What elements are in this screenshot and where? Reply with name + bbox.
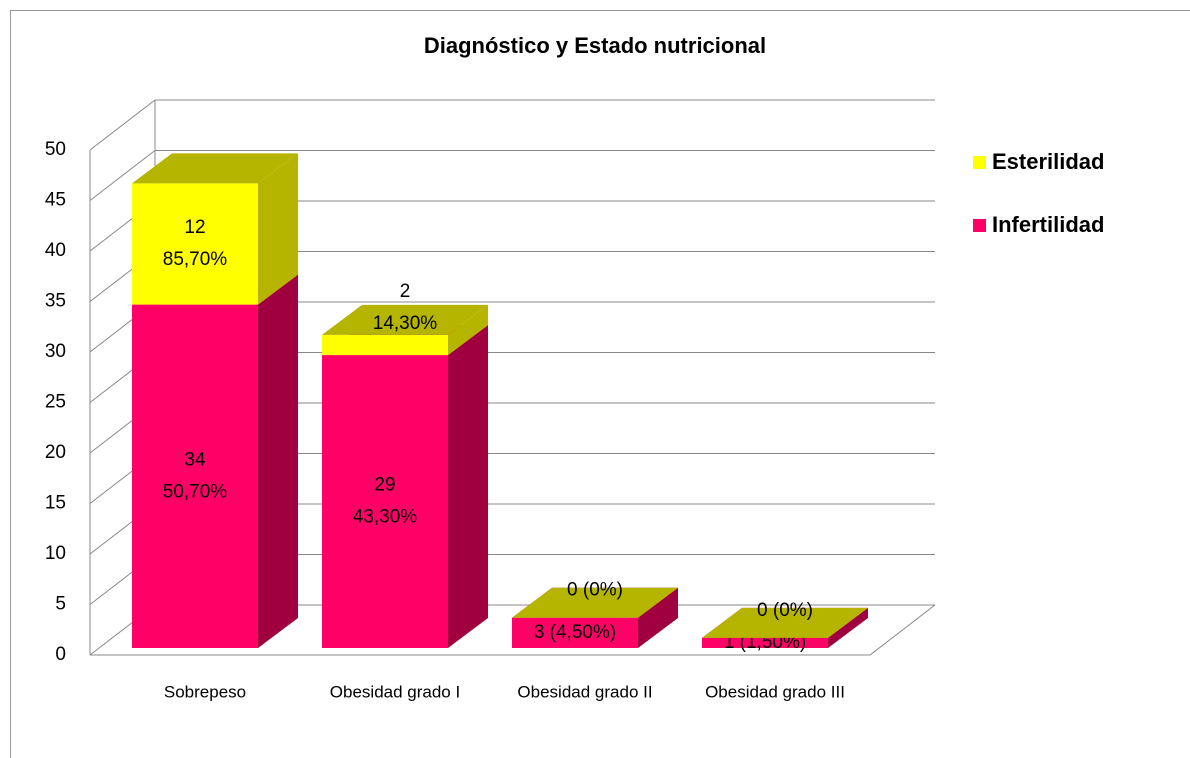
- grid-line: [89, 99, 156, 151]
- data-label: 14,30%: [373, 313, 438, 334]
- y-tick-label: 35: [45, 291, 66, 312]
- grid-line: [89, 150, 156, 201]
- y-tick-label: 20: [45, 442, 66, 463]
- bar-front: [322, 334, 448, 356]
- data-label: 3 (4,50%): [534, 622, 616, 643]
- bar-top: [322, 304, 488, 335]
- data-label: 85,70%: [163, 249, 228, 270]
- y-tick-label: 50: [45, 139, 66, 160]
- bar-top: [512, 587, 678, 618]
- bar-side: [448, 304, 488, 356]
- bar-side: [258, 274, 298, 648]
- floor-edge: [90, 604, 936, 656]
- data-label: 50,70%: [163, 481, 228, 502]
- bar-side: [258, 153, 298, 305]
- y-tick-label: 45: [45, 190, 66, 211]
- data-label: 12: [184, 217, 205, 238]
- legend-swatch: [973, 219, 986, 232]
- data-label: 0 (0%): [567, 580, 623, 601]
- x-tick-label: Obesidad grado II: [517, 682, 652, 701]
- y-tick-label: 30: [45, 341, 66, 362]
- legend-label: Esterilidad: [992, 149, 1104, 174]
- data-label: 34: [184, 449, 206, 470]
- chart-title: Diagnóstico y Estado nutricional: [424, 33, 766, 58]
- legend-label: Infertilidad: [992, 212, 1104, 237]
- y-tick-label: 40: [45, 240, 66, 261]
- bar-side: [448, 325, 488, 648]
- bar-front: [132, 183, 258, 305]
- y-tick-label: 0: [55, 644, 66, 665]
- data-label: 43,30%: [353, 507, 418, 528]
- data-label: 29: [374, 475, 395, 496]
- bar-front: [322, 355, 448, 648]
- bar-front: [512, 617, 638, 648]
- data-label: 2: [400, 281, 411, 302]
- y-tick-label: 25: [45, 392, 66, 413]
- x-tick-label: Obesidad grado III: [705, 682, 845, 701]
- x-tick-label: Sobrepeso: [164, 682, 246, 701]
- y-tick-label: 15: [45, 493, 66, 514]
- legend-swatch: [973, 156, 986, 169]
- y-tick-label: 5: [55, 594, 66, 615]
- x-tick-label: Obesidad grado I: [330, 682, 460, 701]
- data-label: 0 (0%): [757, 600, 813, 621]
- y-tick-label: 10: [45, 543, 66, 564]
- bar-side: [638, 587, 678, 648]
- bar-side: [828, 607, 868, 648]
- bar-front: [132, 304, 258, 648]
- bar-top: [132, 153, 298, 184]
- bar-top: [702, 607, 868, 638]
- bar-front: [702, 637, 828, 648]
